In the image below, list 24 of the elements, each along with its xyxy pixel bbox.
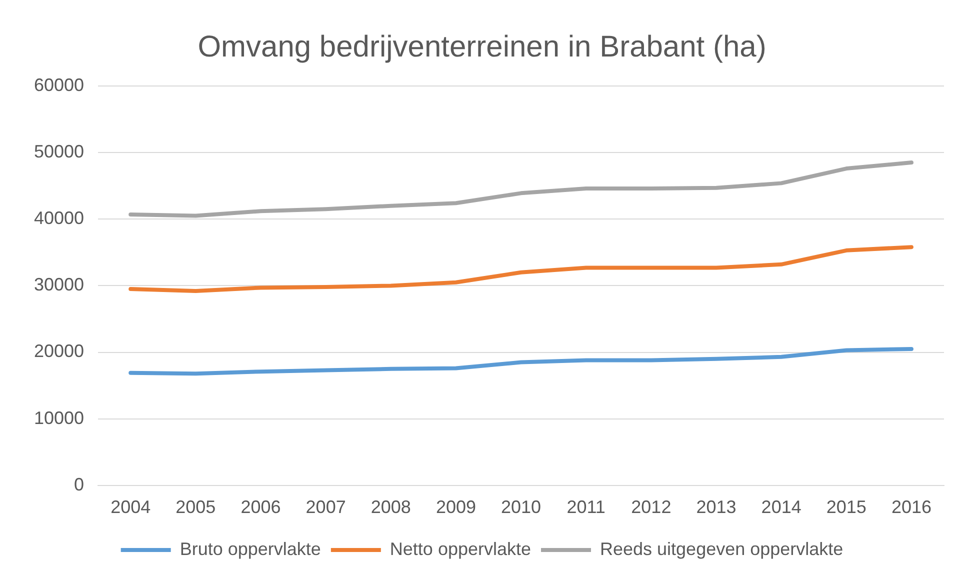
x-tick-label: 2004 [110, 497, 151, 518]
x-tick-label: 2014 [761, 497, 802, 518]
x-tick-label: 2009 [436, 497, 476, 518]
x-tick-label: 2015 [826, 497, 866, 518]
chart-title: Omvang bedrijventerreinen in Brabant (ha) [198, 30, 766, 64]
y-tick-label: 50000 [34, 142, 84, 162]
x-tick-label: 2008 [370, 497, 411, 518]
x-tick-label: 2010 [501, 497, 542, 518]
y-tick-label: 60000 [34, 74, 84, 95]
legend-label: Bruto oppervlakte [180, 538, 321, 559]
x-tick-label: 2006 [240, 497, 281, 518]
legend-label: Reeds uitgegeven oppervlakte [600, 538, 844, 559]
y-tick-label: 20000 [34, 341, 84, 362]
x-tick-label: 2005 [176, 497, 216, 518]
y-tick-label: 10000 [34, 408, 84, 428]
legend-label: Netto oppervlakte [390, 538, 532, 559]
x-tick-label: 2012 [631, 497, 672, 518]
x-tick-label: 2011 [566, 497, 606, 518]
y-tick-label: 30000 [34, 274, 84, 295]
x-tick-label: 2013 [696, 497, 736, 518]
x-tick-label: 2007 [306, 497, 346, 518]
y-tick-label: 40000 [34, 208, 84, 228]
y-tick-label: 0 [74, 474, 84, 494]
x-tick-label: 2016 [891, 497, 932, 518]
